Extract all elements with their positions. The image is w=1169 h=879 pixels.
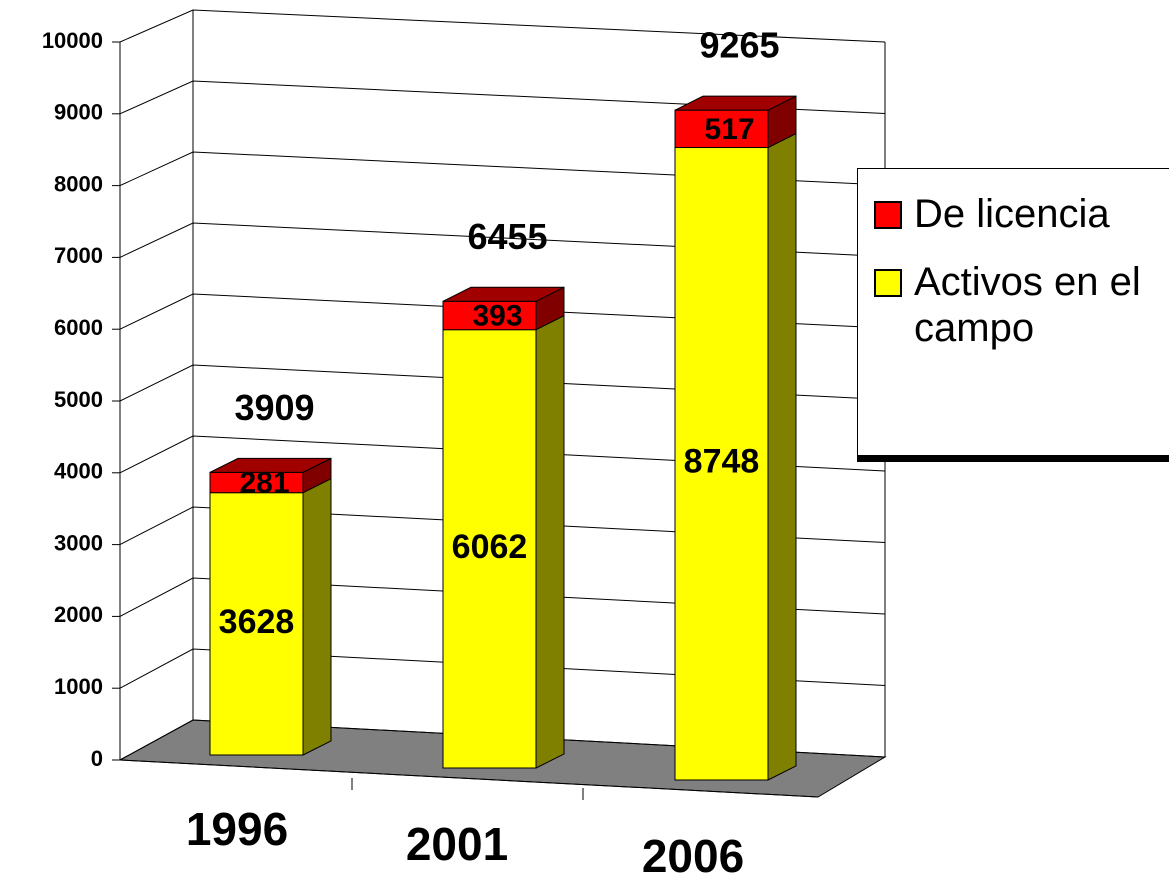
bar <box>209 492 304 756</box>
value-label: 281 <box>239 466 289 499</box>
bar <box>674 109 769 149</box>
x-tick-label: 2001 <box>406 818 508 870</box>
y-tick-label: 6000 <box>54 315 103 340</box>
y-tick-label: 5000 <box>54 387 103 412</box>
legend-label: Activos en el campo <box>914 260 1141 350</box>
legend-entry: Activos en el campo <box>874 259 1169 351</box>
y-tick-label: 9000 <box>54 100 103 125</box>
bar-side <box>302 477 332 756</box>
grid-line <box>119 506 886 546</box>
y-tick-label: 1000 <box>54 674 103 699</box>
legend-swatch <box>874 201 902 229</box>
x-tick-label: 2006 <box>642 830 744 879</box>
grid-line <box>119 9 886 43</box>
y-tick-label: 0 <box>91 746 103 771</box>
grid-line <box>119 577 886 617</box>
grid-line <box>119 151 886 187</box>
total-label: 6455 <box>467 216 547 257</box>
legend-swatch <box>874 269 902 297</box>
bar <box>442 300 537 331</box>
bar-side <box>535 314 565 769</box>
bar-side <box>767 132 797 781</box>
y-tick-label: 3000 <box>54 530 103 555</box>
bar-top <box>442 286 565 302</box>
grid-line <box>119 648 886 689</box>
value-label: 3628 <box>219 603 295 641</box>
bar-top <box>209 457 332 473</box>
grid-line <box>119 80 886 115</box>
value-label: 517 <box>704 113 754 146</box>
y-tick-label: 7000 <box>54 243 103 268</box>
grid-line <box>119 719 886 761</box>
value-label: 6062 <box>452 528 528 566</box>
grid-line <box>119 364 886 402</box>
y-tick-label: 2000 <box>54 602 103 627</box>
bar-top <box>674 95 797 111</box>
y-tick-label: 10000 <box>42 28 103 53</box>
grid-line <box>119 293 886 330</box>
legend-entry: De licencia <box>874 191 1169 237</box>
total-label: 9265 <box>699 25 779 66</box>
x-tick-label: 1996 <box>186 803 288 855</box>
total-label: 3909 <box>234 387 314 428</box>
legend: De licencia Activos en el campo <box>857 168 1169 456</box>
value-label: 393 <box>472 299 522 332</box>
value-label: 8748 <box>684 443 760 481</box>
y-tick-label: 4000 <box>54 459 103 484</box>
legend-label: De licencia <box>914 192 1110 236</box>
y-tick-label: 8000 <box>54 171 103 196</box>
grid-line <box>119 435 886 474</box>
x-axis <box>119 759 819 798</box>
grid-line <box>119 222 886 258</box>
